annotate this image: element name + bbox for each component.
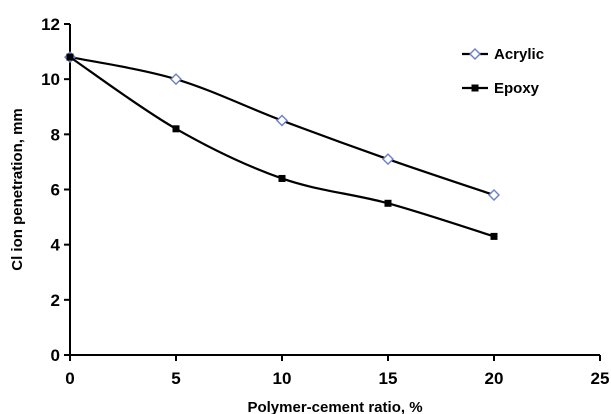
y-tick-label: 4 [51,236,61,255]
x-ticks: 0 5 10 15 20 25 [65,355,609,388]
y-tick-label: 10 [41,70,60,89]
x-tick-label: 10 [273,369,292,388]
series-epoxy [66,53,498,240]
series-layer [64,51,500,240]
plot-area: 0 2 4 6 8 10 12 0 5 10 15 20 25 [41,15,609,388]
legend-item-acrylic: Acrylic [462,46,544,63]
data-point-acrylic [276,114,288,127]
y-axis-title: Cl ion penetration, mm [9,108,26,271]
data-point-acrylic [488,189,500,202]
legend: Acrylic Epoxy [462,46,544,97]
data-point-epoxy [490,232,498,240]
series-line-epoxy [69,56,495,238]
data-point-epoxy [66,53,74,61]
x-axis-title: Polymer-cement ratio, % [247,399,422,414]
data-point-epoxy [278,174,286,182]
legend-label-epoxy: Epoxy [494,80,540,97]
legend-marker-epoxy [471,84,479,92]
x-tick-label: 5 [171,369,180,388]
legend-marker-acrylic [469,48,481,60]
legend-item-epoxy: Epoxy [462,80,540,97]
x-tick-label: 0 [65,369,74,388]
data-point-epoxy [384,199,392,207]
data-point-acrylic [170,73,182,86]
y-tick-label: 8 [51,125,60,144]
legend-label-acrylic: Acrylic [494,46,544,63]
x-tick-label: 20 [485,369,504,388]
x-tick-label: 25 [591,369,610,388]
y-tick-label: 2 [51,291,60,310]
data-point-epoxy [172,125,180,133]
x-tick-label: 15 [379,369,398,388]
y-tick-label: 6 [51,181,60,200]
y-ticks: 0 2 4 6 8 10 12 [41,15,70,365]
y-tick-label: 12 [41,15,60,34]
y-tick-label: 0 [51,346,60,365]
data-point-acrylic [382,153,394,166]
